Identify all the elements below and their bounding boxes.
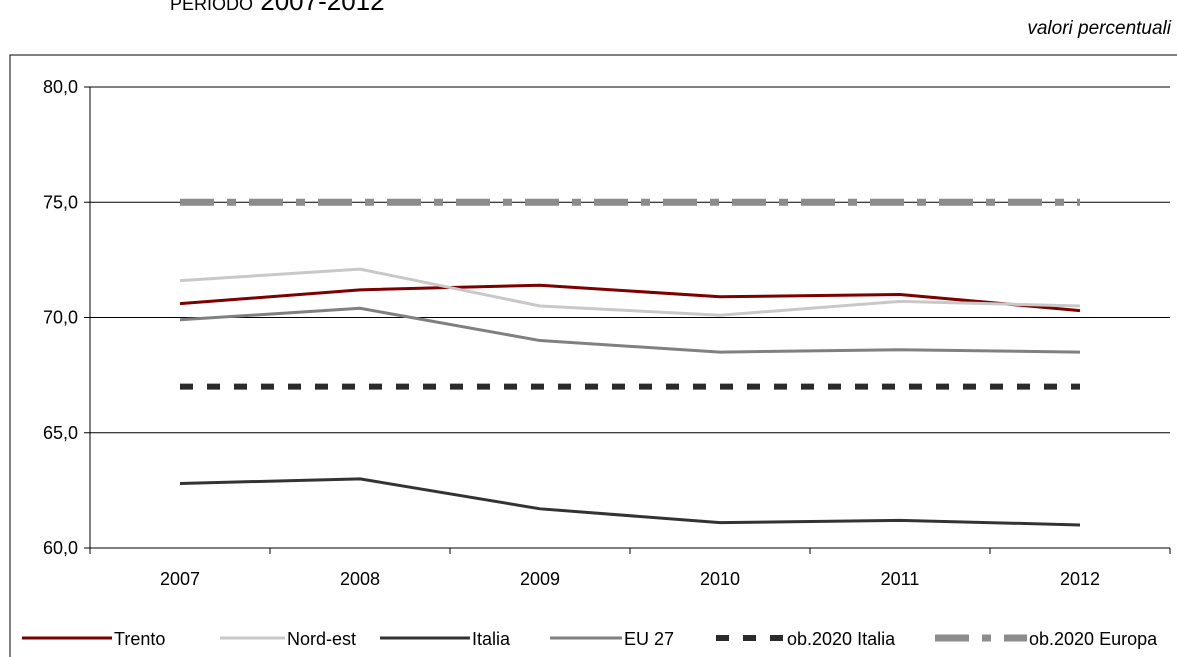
legend: Trento Nord-est Italia EU 27 ob.2020 Italia o…	[22, 629, 1158, 649]
grid-lines	[90, 86, 1170, 434]
series-line-italia	[179, 477, 1081, 527]
x-tick-labels: 2007 2008 2009 2010 2011 2012	[160, 569, 1100, 589]
x-tick-label-2007: 2007	[160, 569, 200, 589]
x-tick-label-2011: 2011	[881, 569, 920, 589]
chart-title: PERIODO 2007-2012	[170, 0, 385, 17]
y-tick-label-2: 70,0	[43, 308, 78, 328]
legend-label-nord-est: Nord-est	[287, 629, 356, 649]
chart-frame	[9, 54, 1177, 657]
series-line-nord-est	[179, 267, 1081, 317]
x-tick-label-2008: 2008	[340, 569, 380, 589]
series-lines	[179, 198, 1081, 527]
y-tick-label-4: 80,0	[43, 77, 78, 97]
legend-label-ob-2020-italia: ob.2020 Italia	[787, 629, 896, 649]
y-tick-label-3: 75,0	[43, 192, 78, 212]
chart-title-range: 2007-2012	[260, 0, 385, 16]
legend-label-trento: Trento	[114, 629, 165, 649]
y-tick-labels: 60,0 65,0 70,0 75,0 80,0	[43, 77, 78, 558]
legend-label-eu-27: EU 27	[624, 629, 674, 649]
x-tick-label-2009: 2009	[520, 569, 560, 589]
legend-label-ob-2020-europa: ob.2020 Europa	[1029, 629, 1158, 649]
chart-unit-label: valori percentuali	[1027, 18, 1171, 39]
series-line-eu-27	[179, 306, 1081, 354]
x-tick-label-2012: 2012	[1060, 569, 1100, 589]
y-tick-label-0: 60,0	[43, 538, 78, 558]
legend-label-italia: Italia	[472, 629, 511, 649]
x-tick-label-2010: 2010	[700, 569, 740, 589]
series-line-trento	[179, 283, 1081, 313]
chart-title-prefix: PERIODO	[170, 0, 254, 14]
axes	[84, 86, 1171, 554]
y-tick-label-1: 65,0	[43, 423, 78, 443]
